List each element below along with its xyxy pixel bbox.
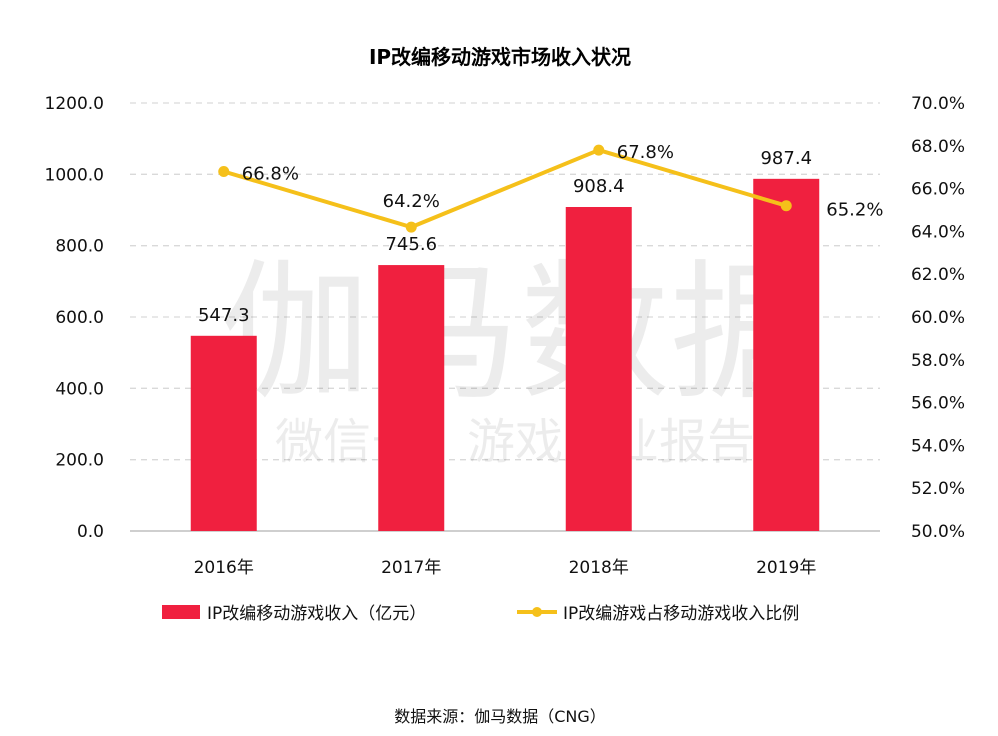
ratio-value-label: 64.2% xyxy=(383,191,440,212)
watermark: 伽马数据 微信号：游戏产业报告 xyxy=(220,247,820,470)
ratio-point xyxy=(405,221,417,233)
ratio-point xyxy=(218,165,230,177)
right-axis-tick-label: 54.0% xyxy=(911,436,965,456)
ratio-point xyxy=(593,144,605,156)
legend-line-marker xyxy=(532,607,542,617)
right-axis-tick-label: 60.0% xyxy=(911,308,965,328)
right-axis-tick-label: 52.0% xyxy=(911,479,965,499)
ratio-value-label: 66.8% xyxy=(242,163,299,184)
x-axis-tick-label: 2018年 xyxy=(569,558,629,578)
ratio-value-label: 67.8% xyxy=(617,142,674,163)
legend-bar-label: IP改编移动游戏收入（亿元） xyxy=(207,604,426,624)
left-axis-ticks: 0.0 200.0 400.0 600.0 800.0 1000.0 1200.0 xyxy=(45,94,104,542)
bar xyxy=(565,207,632,531)
data-source: 数据来源：伽马数据（CNG） xyxy=(394,707,606,726)
bar-series xyxy=(190,178,820,531)
x-axis-ticks: 2016年 2017年 2018年 2019年 xyxy=(194,558,817,578)
x-axis-tick-label: 2016年 xyxy=(194,558,254,578)
left-axis-tick-label: 1200.0 xyxy=(45,94,104,114)
right-axis-tick-label: 66.0% xyxy=(911,180,965,200)
bar-value-label: 987.4 xyxy=(760,148,812,169)
bar xyxy=(753,178,820,531)
left-axis-tick-label: 600.0 xyxy=(55,308,104,328)
ratio-point xyxy=(780,200,792,212)
x-axis-tick-label: 2019年 xyxy=(756,558,816,578)
legend-bar-swatch xyxy=(162,605,200,619)
legend-line-label: IP改编游戏占移动游戏收入比例 xyxy=(563,604,799,624)
right-axis-tick-label: 58.0% xyxy=(911,351,965,371)
watermark-wechat: 微信号：游戏产业报告 xyxy=(275,414,755,470)
bar xyxy=(378,265,445,531)
bar-value-label: 745.6 xyxy=(385,234,437,255)
right-axis-tick-label: 64.0% xyxy=(911,222,965,242)
watermark-brand: 伽马数据 xyxy=(220,247,820,421)
ratio-value-label: 65.2% xyxy=(826,200,883,221)
right-axis-tick-label: 70.0% xyxy=(911,94,965,114)
right-axis-tick-label: 62.0% xyxy=(911,265,965,285)
line-series: 66.8% 64.2% 67.8% 65.2% xyxy=(218,142,883,233)
chart-title: IP改编移动游戏市场收入状况 xyxy=(369,45,631,69)
left-axis-tick-label: 1000.0 xyxy=(45,165,104,185)
left-axis-tick-label: 0.0 xyxy=(77,522,104,542)
bar-value-label: 908.4 xyxy=(573,176,625,197)
right-axis-ticks: 50.0% 52.0% 54.0% 56.0% 58.0% 60.0% 62.0% 64.0%… xyxy=(911,94,965,542)
left-axis-tick-label: 200.0 xyxy=(55,451,104,471)
ratio-line xyxy=(223,148,787,230)
left-axis-tick-label: 400.0 xyxy=(55,379,104,399)
bar-value-label: 547.3 xyxy=(198,305,250,326)
legend: IP改编移动游戏收入（亿元） IP改编游戏占移动游戏收入比例 xyxy=(162,604,799,624)
right-axis-tick-label: 50.0% xyxy=(911,522,965,542)
left-axis-tick-label: 800.0 xyxy=(55,237,104,257)
x-axis-tick-label: 2017年 xyxy=(381,558,441,578)
right-axis-tick-label: 68.0% xyxy=(911,137,965,157)
bar xyxy=(190,335,257,531)
right-axis-tick-label: 56.0% xyxy=(911,394,965,414)
bar-data-labels: 547.3 745.6 908.4 987.4 xyxy=(198,148,812,326)
